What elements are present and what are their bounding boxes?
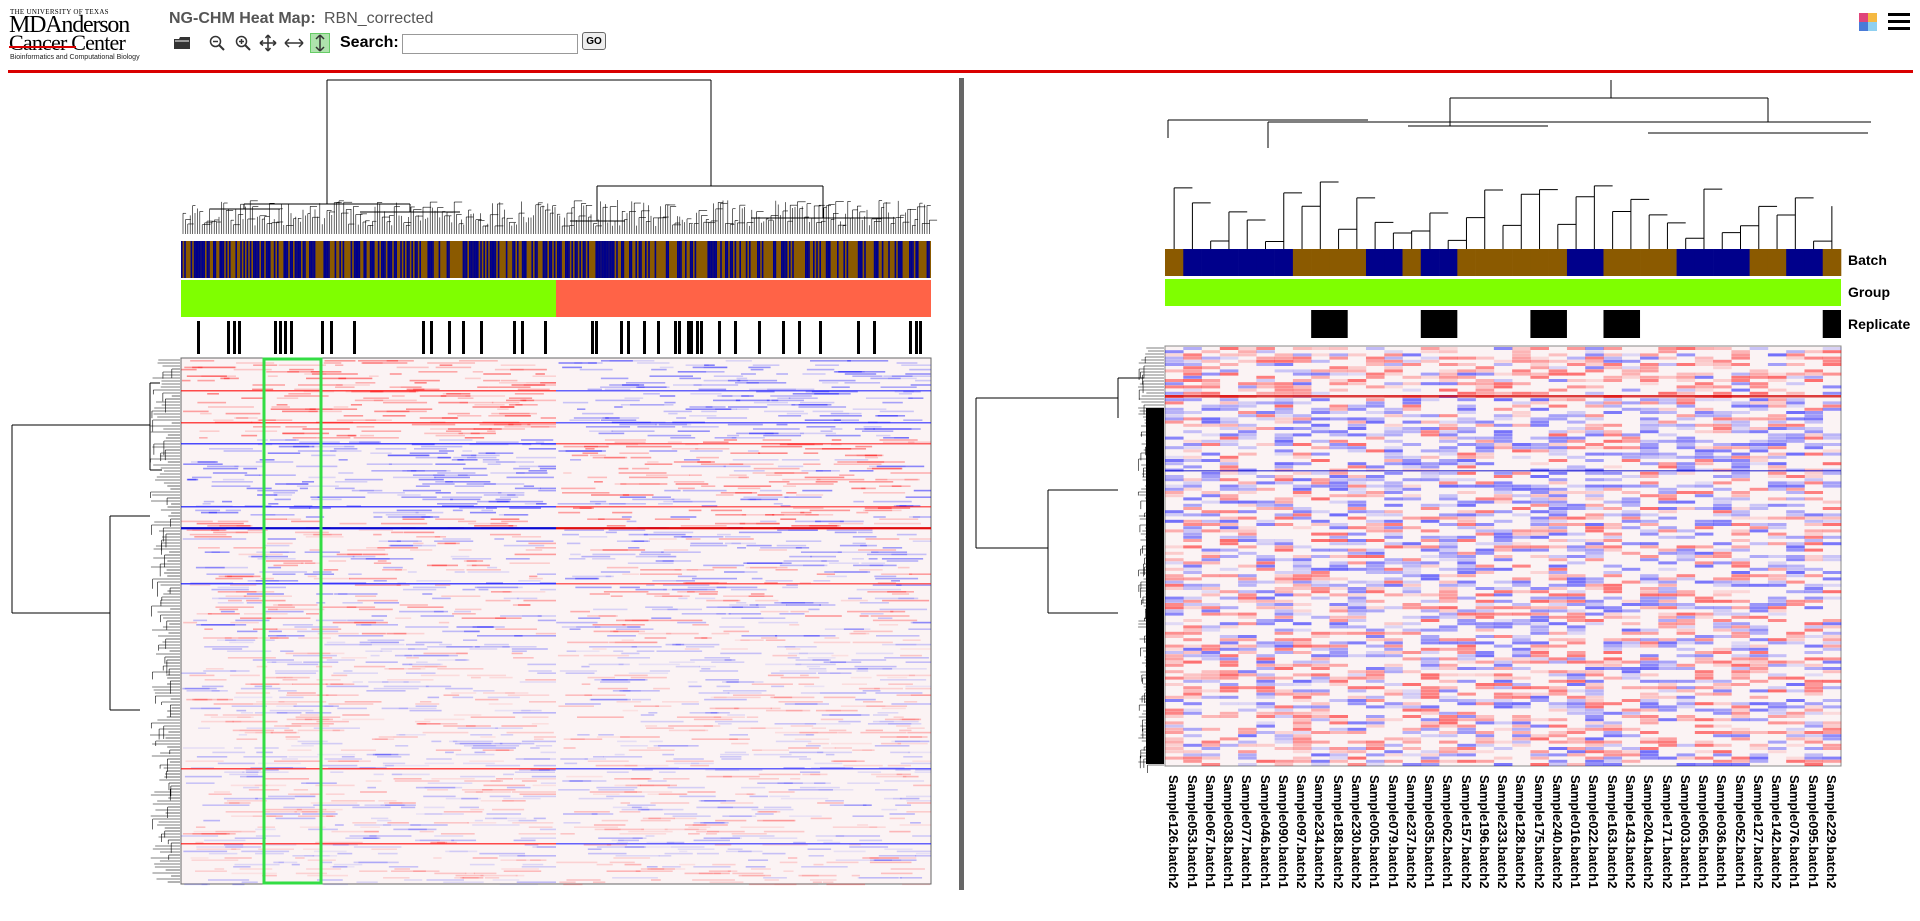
zoom-out-icon[interactable] — [207, 33, 227, 53]
summary-row-dendrogram[interactable] — [11, 359, 180, 883]
column-label[interactable]: Sample127.batch2 — [1750, 775, 1766, 889]
covariate-label-group[interactable]: Group — [1848, 284, 1890, 300]
map-title-value: RBN_corrected — [324, 10, 434, 27]
search-label: Search: — [340, 34, 399, 51]
detail-row-ticks — [1146, 408, 1164, 764]
app-header: THE UNIVERSITY OF TEXAS MDAnderson Cance… — [0, 0, 1920, 76]
vertical-expand-icon[interactable] — [310, 33, 330, 53]
column-label[interactable]: Sample157.batch2 — [1458, 775, 1474, 889]
column-label[interactable]: Sample240.batch2 — [1549, 775, 1565, 889]
search-input[interactable] — [402, 34, 578, 54]
column-label[interactable]: Sample036.batch1 — [1714, 775, 1730, 889]
covariate-label-batch[interactable]: Batch — [1848, 252, 1887, 268]
detail-heatmap-panel[interactable] — [968, 78, 1920, 778]
summary-group-bar[interactable] — [181, 280, 931, 317]
covariate-label-replicate[interactable]: Replicate — [1848, 316, 1911, 332]
map-title-label: NG-CHM Heat Map: — [169, 10, 316, 27]
column-label[interactable]: Sample163.batch2 — [1604, 775, 1620, 889]
column-label[interactable]: Sample171.batch2 — [1659, 775, 1675, 889]
column-label[interactable]: Sample233.batch2 — [1495, 775, 1511, 889]
horizontal-expand-icon[interactable] — [284, 33, 304, 53]
column-label[interactable]: Sample003.batch1 — [1677, 775, 1693, 889]
detail-replicate-bar[interactable] — [1311, 310, 1841, 338]
detail-batch-bar[interactable] — [1165, 249, 1842, 276]
column-label[interactable]: Sample142.batch2 — [1769, 775, 1785, 889]
detail-heatmap[interactable] — [1164, 345, 1842, 767]
column-label[interactable]: Sample022.batch1 — [1586, 775, 1602, 889]
column-label[interactable]: Sample090.batch1 — [1275, 775, 1291, 889]
zoom-in-icon[interactable] — [233, 33, 253, 53]
summary-heatmap[interactable] — [180, 357, 932, 886]
column-label[interactable]: Sample062.batch1 — [1440, 775, 1456, 889]
logo-top-text: THE UNIVERSITY OF TEXAS — [10, 8, 109, 16]
detail-row-dendrogram[interactable] — [975, 347, 1164, 773]
summary-replicate-bar[interactable] — [197, 321, 922, 354]
column-label[interactable]: Sample143.batch2 — [1623, 775, 1639, 889]
summary-heatmap-panel[interactable] — [0, 78, 955, 890]
selection-box[interactable] — [262, 357, 323, 885]
column-label[interactable]: Sample052.batch1 — [1732, 775, 1748, 889]
column-label[interactable]: Sample035.batch1 — [1422, 775, 1438, 889]
column-label[interactable]: Sample229.batch2 — [1824, 775, 1839, 889]
column-label[interactable]: Sample095.batch1 — [1805, 775, 1821, 889]
column-label[interactable]: Sample204.batch2 — [1641, 775, 1657, 889]
column-label[interactable]: Sample175.batch2 — [1531, 775, 1547, 889]
column-label[interactable]: Sample076.batch1 — [1787, 775, 1803, 889]
logo-line1: MDAnderson — [9, 12, 130, 38]
column-label[interactable]: Sample038.batch1 — [1221, 775, 1237, 889]
column-label[interactable]: Sample065.batch1 — [1696, 775, 1712, 889]
column-label[interactable]: Sample126.batch2 — [1166, 775, 1182, 889]
column-label[interactable]: Sample234.batch2 — [1312, 775, 1328, 889]
column-label[interactable]: Sample128.batch2 — [1513, 775, 1529, 889]
menu-icon[interactable] — [1888, 13, 1910, 31]
column-label[interactable]: Sample230.batch2 — [1348, 775, 1364, 889]
column-label[interactable]: Sample046.batch1 — [1257, 775, 1273, 889]
column-label[interactable]: Sample097.batch2 — [1294, 775, 1310, 889]
column-label[interactable]: Sample077.batch1 — [1239, 775, 1255, 889]
open-folder-icon[interactable] — [172, 33, 192, 53]
column-label[interactable]: Sample188.batch2 — [1330, 775, 1346, 889]
go-button[interactable]: GO — [582, 32, 606, 50]
column-label[interactable]: Sample067.batch1 — [1202, 775, 1218, 889]
column-label[interactable]: Sample053.batch1 — [1184, 775, 1200, 889]
header-divider — [8, 70, 1913, 73]
detail-group-bar[interactable] — [1165, 279, 1841, 306]
column-label[interactable]: Sample196.batch2 — [1476, 775, 1492, 889]
pan-icon[interactable] — [258, 33, 278, 53]
color-palette-icon[interactable] — [1859, 13, 1877, 31]
column-label[interactable]: Sample237.batch2 — [1403, 775, 1419, 889]
summary-batch-bar[interactable] — [181, 241, 931, 278]
column-label[interactable]: Sample079.batch1 — [1385, 775, 1401, 889]
logo-subtitle: Bioinformatics and Computational Biology — [10, 54, 140, 61]
panel-divider-handle[interactable] — [959, 78, 964, 890]
summary-column-dendrogram[interactable] — [182, 79, 938, 234]
column-label[interactable]: Sample005.batch1 — [1367, 775, 1383, 889]
logo-line2: Cancer Center — [9, 30, 126, 55]
logo-red-stroke — [9, 46, 76, 48]
detail-column-dendrogram[interactable] — [1167, 80, 1871, 270]
column-label[interactable]: Sample016.batch1 — [1568, 775, 1584, 889]
